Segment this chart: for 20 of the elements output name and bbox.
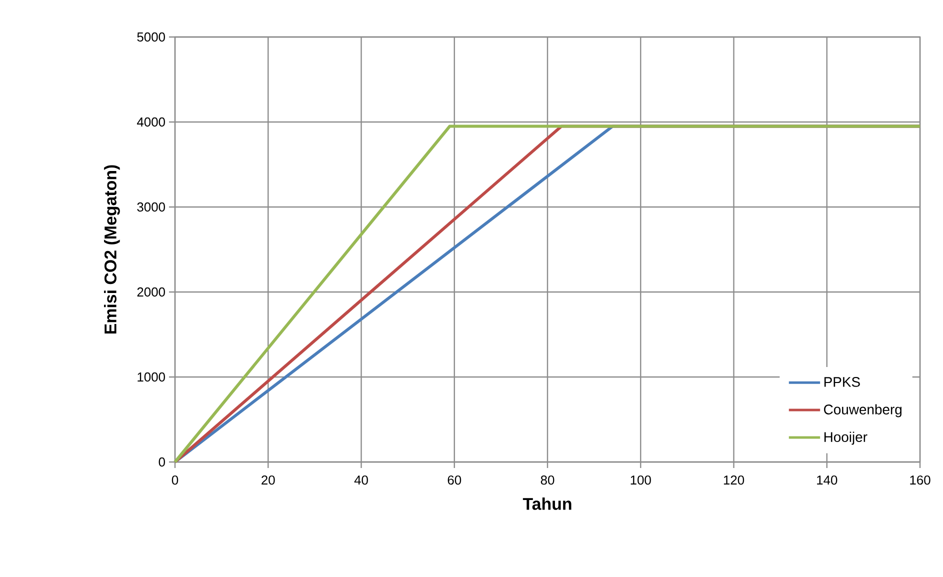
x-tick-label: 120 xyxy=(724,475,744,485)
legend-label: Hooijer xyxy=(824,432,868,445)
y-tick-label: 3000 xyxy=(137,202,165,212)
x-tick-label: 60 xyxy=(448,475,462,485)
y-tick-label: 5000 xyxy=(137,32,165,42)
x-tick-label: 80 xyxy=(540,475,554,485)
x-tick-label: 0 xyxy=(172,475,178,485)
y-tick-label: 0 xyxy=(158,457,166,467)
y-axis-title: Emisi CO2 (Megaton) xyxy=(104,165,120,334)
y-tick-label: 2000 xyxy=(137,287,165,297)
y-tick-label: 4000 xyxy=(136,117,165,127)
x-tick-label: 160 xyxy=(910,475,930,485)
x-axis-title: Tahun xyxy=(522,497,572,510)
x-tick-label: 20 xyxy=(262,475,275,485)
y-tick-label: 1000 xyxy=(138,372,165,382)
x-tick-label: 100 xyxy=(630,475,651,485)
x-tick-label: 40 xyxy=(354,475,368,485)
legend-label: PPKS xyxy=(824,377,860,387)
legend-label: Couwenberg xyxy=(824,404,902,418)
x-tick-label: 140 xyxy=(817,475,838,485)
